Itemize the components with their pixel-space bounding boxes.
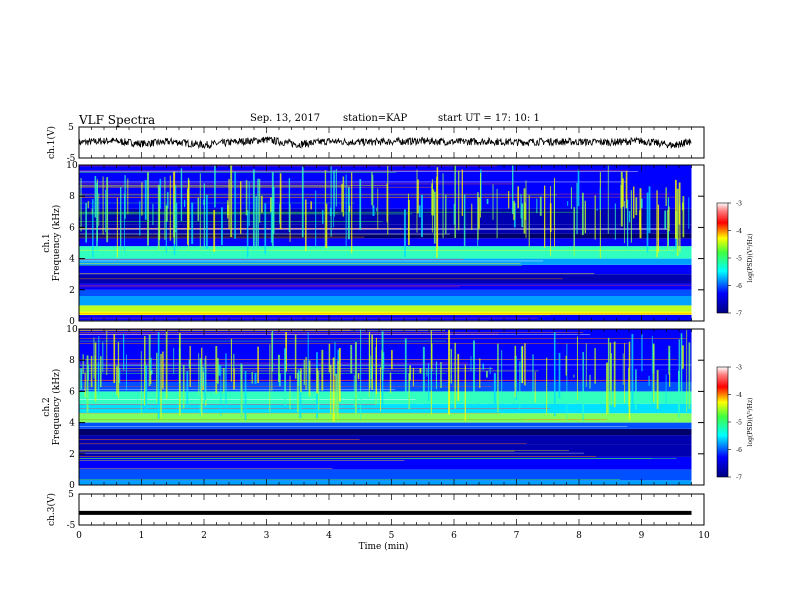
- colorbar-tick-label: -7: [736, 475, 742, 482]
- x-tick-label: 9: [639, 531, 645, 541]
- spectral-band: [79, 264, 704, 275]
- colorbar-tick-label: -3: [736, 201, 742, 208]
- x-tick-label: 3: [264, 531, 270, 541]
- y-axis-label: ch.2: [42, 397, 52, 416]
- y-tick-label: 10: [66, 161, 78, 171]
- colorbar-tick-label: -4: [736, 392, 742, 399]
- spectral-band: [79, 311, 704, 315]
- y-tick-label: 2: [69, 450, 75, 460]
- colorbar: [716, 366, 729, 478]
- station-label: station=KAP: [343, 113, 408, 124]
- spectral-band: [79, 305, 704, 312]
- x-tick-label: 4: [326, 531, 332, 541]
- y-tick-label: -5: [67, 154, 76, 164]
- y-tick-label: -5: [67, 521, 76, 531]
- colorbar-label: log(PSD)(V²/Hz): [747, 398, 754, 447]
- x-axis-label: Time (min): [359, 541, 409, 552]
- colorbar-tick-label: -6: [736, 447, 742, 454]
- y-axis-label: Frequency (kHz): [51, 369, 62, 446]
- y-tick-label: 8: [69, 356, 75, 366]
- chart-title: VLF Spectra: [79, 113, 156, 127]
- y-tick-label: 0: [69, 317, 75, 327]
- x-tick-label: 10: [698, 531, 710, 541]
- y-axis-label: Frequency (kHz): [51, 205, 62, 282]
- colorbar-tick-label: -4: [736, 228, 742, 235]
- colorbar-tick-label: -6: [736, 283, 742, 290]
- y-axis-label: ch.1(V): [46, 126, 57, 159]
- spectral-band: [79, 238, 704, 247]
- y-tick-label: 2: [69, 286, 75, 296]
- y-tick-label: 4: [69, 255, 75, 265]
- y-tick-label: 0: [69, 481, 75, 491]
- spectral-band: [79, 258, 704, 265]
- colorbar-tick-label: -5: [736, 420, 742, 427]
- spectral-band: [79, 246, 704, 259]
- y-tick-label: 6: [69, 387, 75, 397]
- date-label: Sep. 13, 2017: [250, 113, 321, 124]
- spectrogram-heatmap: [79, 165, 704, 321]
- spectral-band: [79, 456, 704, 470]
- spectral-band: [79, 444, 704, 457]
- spectral-band: [79, 224, 704, 234]
- spectral-band: [79, 469, 704, 481]
- spectral-band: [79, 435, 704, 445]
- colorbar-tick-label: -3: [736, 365, 742, 372]
- y-tick-label: 8: [69, 192, 75, 202]
- ch1-trace: [78, 136, 692, 150]
- y-tick-label: 10: [66, 325, 78, 335]
- y-tick-label: 5: [68, 123, 74, 133]
- y-axis-label: ch.3(V): [46, 493, 57, 526]
- no-data-region: [691, 165, 704, 321]
- y-tick-label: 5: [68, 490, 74, 500]
- no-data-region: [691, 329, 704, 485]
- x-tick-label: 2: [201, 531, 207, 541]
- x-tick-label: 0: [76, 531, 82, 541]
- x-tick-label: 5: [389, 531, 395, 541]
- spectral-band: [79, 369, 704, 383]
- spectral-band: [79, 233, 704, 239]
- y-axis-label: ch.1: [42, 233, 52, 252]
- x-tick-label: 6: [451, 531, 457, 541]
- start-time-label: start UT = 17: 10: 1: [438, 113, 540, 124]
- colorbar-tick-label: -5: [736, 256, 742, 263]
- spectral-band: [79, 413, 704, 423]
- spectral-band: [79, 391, 704, 404]
- spectral-band: [79, 289, 704, 297]
- x-tick-label: 8: [576, 531, 582, 541]
- spectral-band: [79, 208, 704, 225]
- colorbar-label: log(PSD)(V²/Hz): [747, 234, 754, 283]
- y-tick-label: 6: [69, 223, 75, 233]
- colorbar: [716, 202, 729, 314]
- spectral-band: [79, 428, 704, 436]
- colorbar-tick-label: -7: [736, 311, 742, 318]
- spectral-band: [79, 296, 704, 306]
- spectral-band: [79, 422, 704, 429]
- y-tick-label: 4: [69, 419, 75, 429]
- spectrogram-heatmap: [79, 329, 704, 485]
- x-tick-label: 1: [139, 531, 145, 541]
- x-tick-label: 7: [514, 531, 520, 541]
